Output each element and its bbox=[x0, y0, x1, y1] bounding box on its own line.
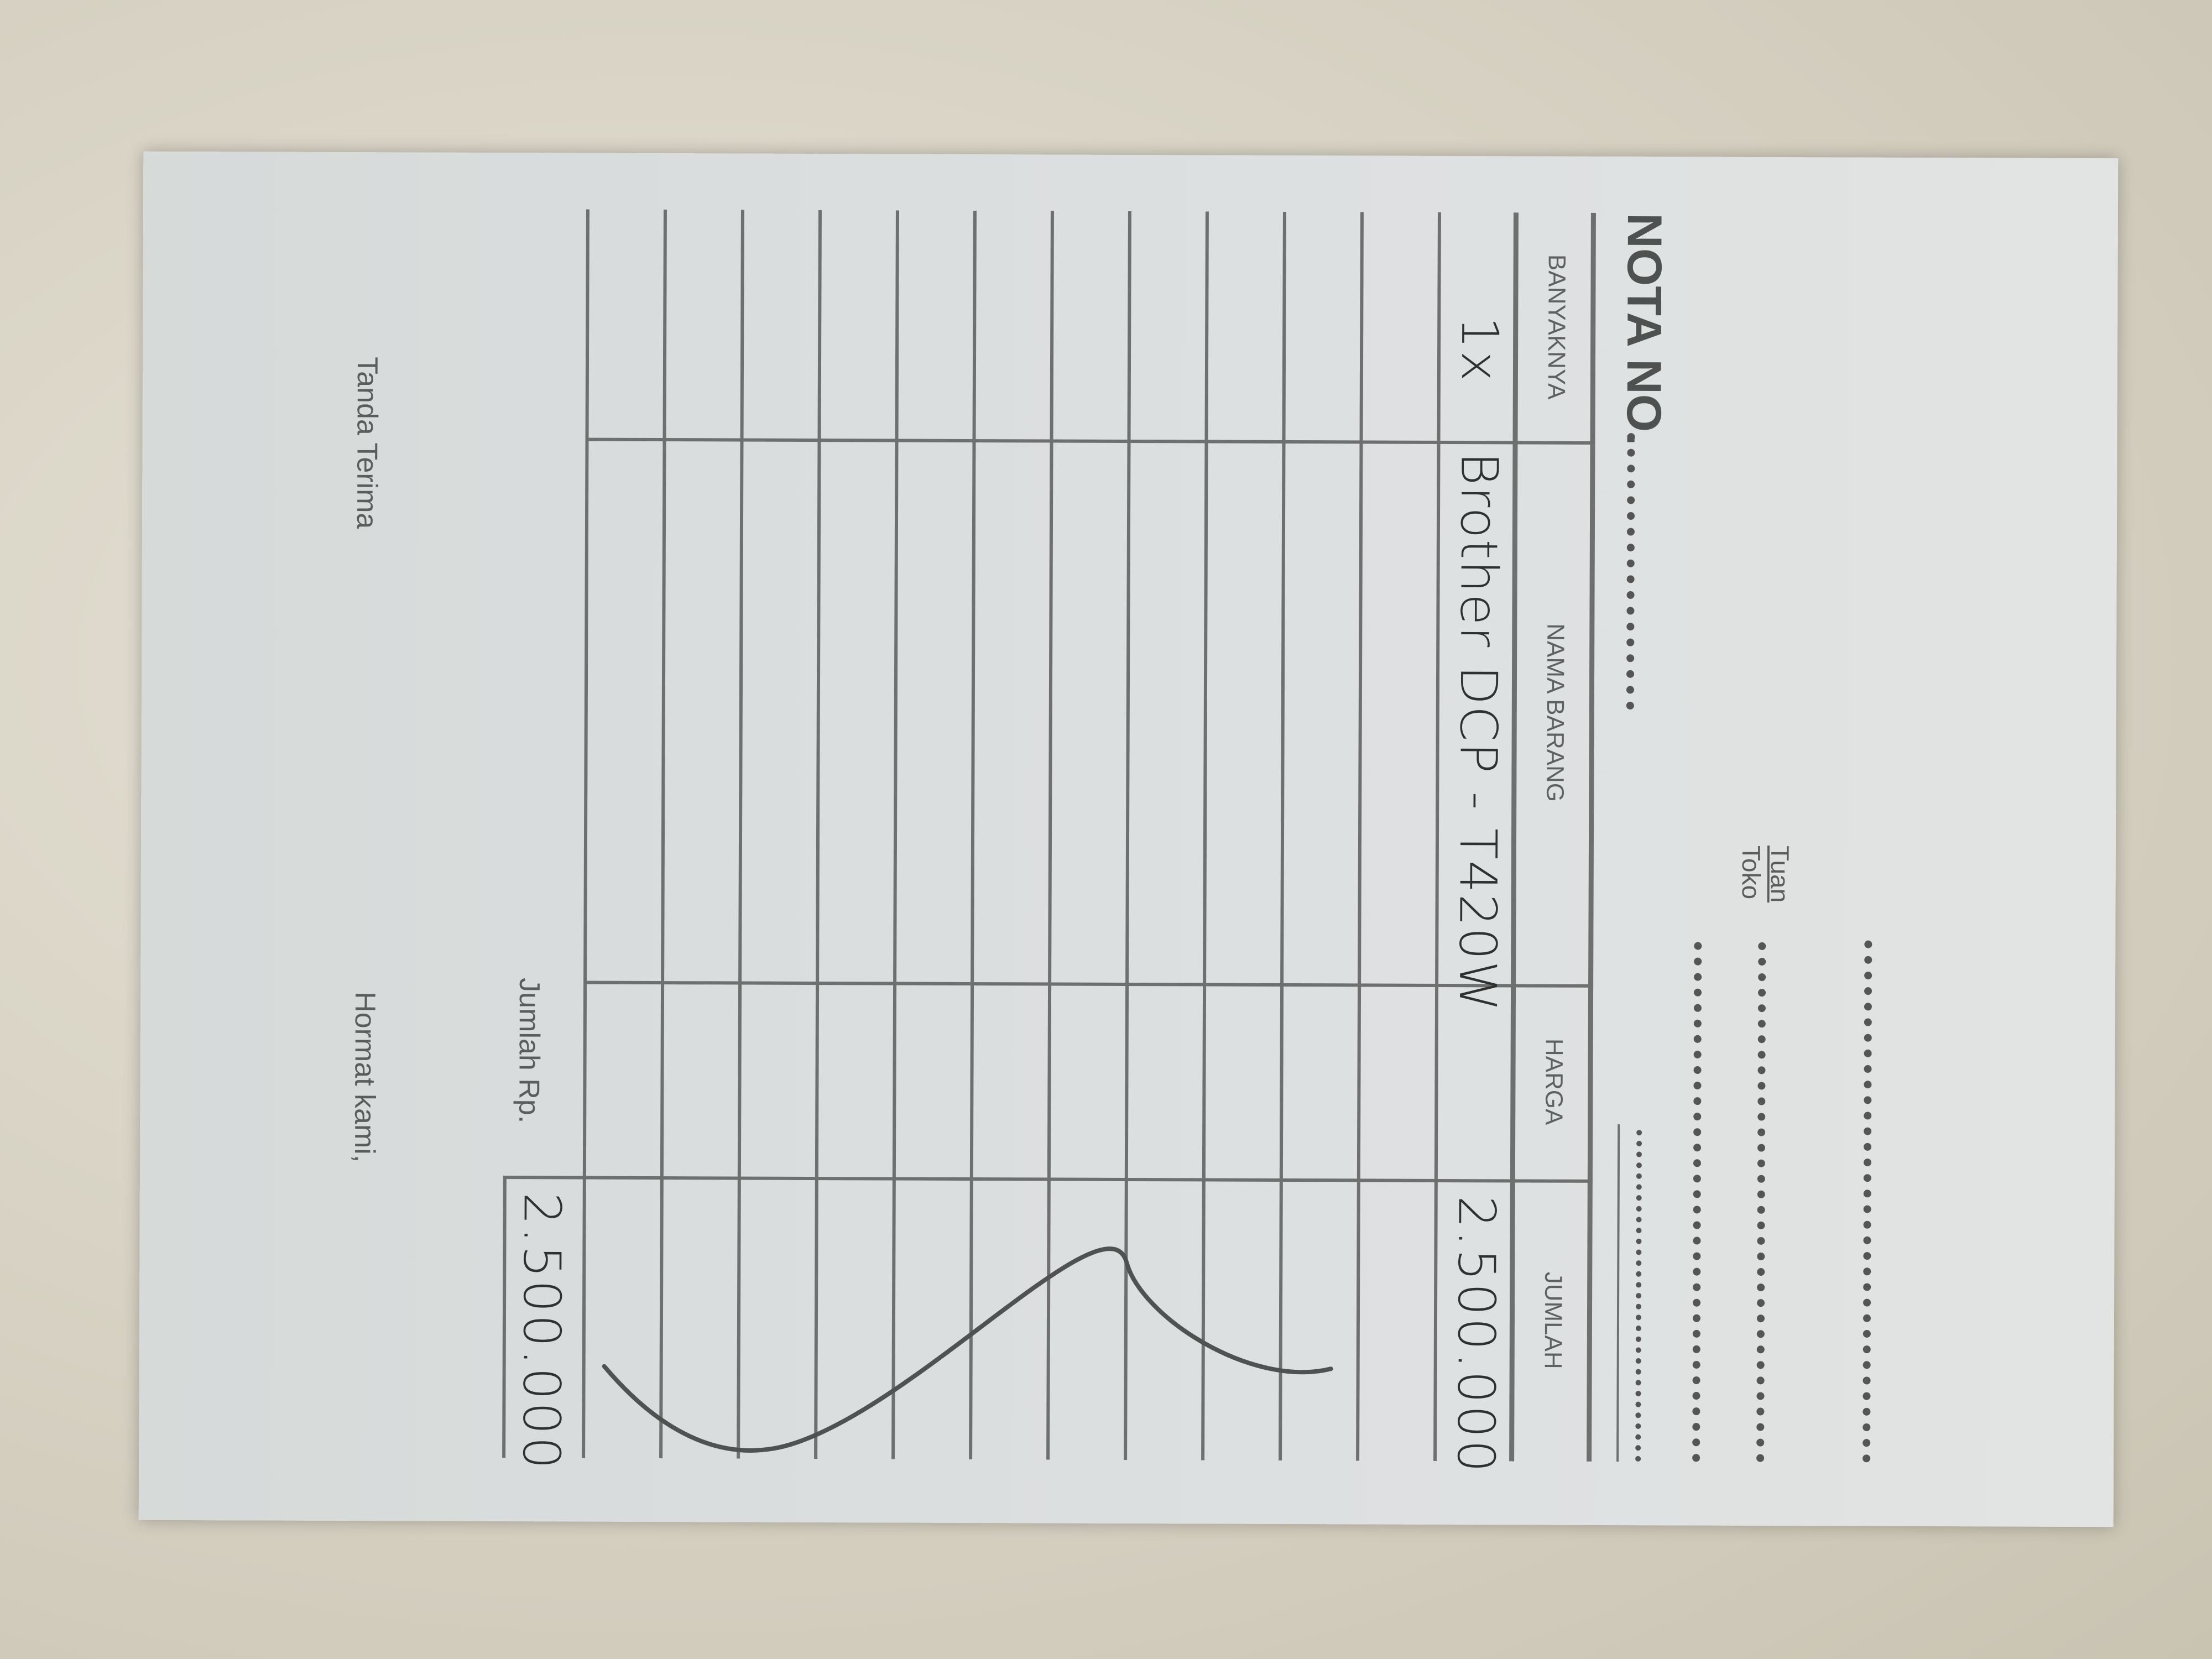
signature-scribble bbox=[602, 1246, 1333, 1453]
sender-signature-label: Hormat kami, bbox=[348, 992, 382, 1163]
receipt-paper: Tuan Toko NOTA NO. BANYAKNYA NAMA BARANG… bbox=[138, 151, 2119, 1527]
signature-stroke bbox=[602, 1246, 1333, 1453]
receiver-signature-label: Tanda Terima bbox=[350, 357, 384, 529]
